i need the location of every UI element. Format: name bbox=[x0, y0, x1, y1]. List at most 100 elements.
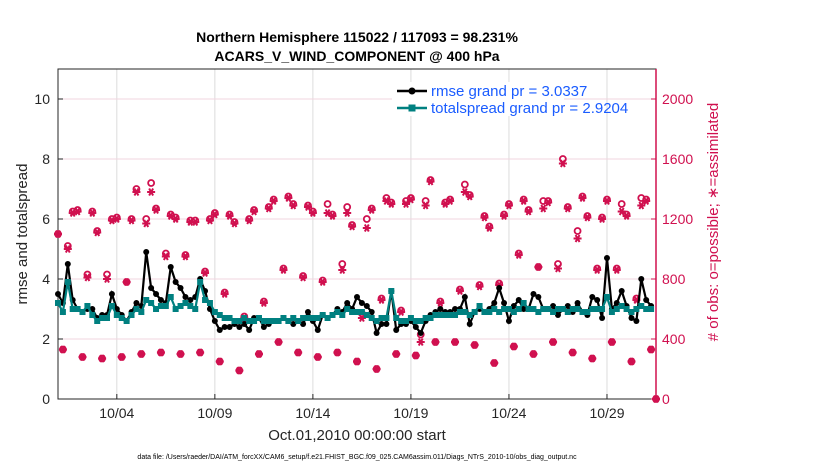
totalspread-marker bbox=[64, 279, 71, 285]
obs-assimilated-marker bbox=[245, 216, 254, 225]
legend: rmse grand pr = 3.0337 totalspread grand… bbox=[392, 82, 628, 117]
obs-possible-marker bbox=[338, 260, 347, 268]
obs-assimilated-marker bbox=[602, 197, 611, 205]
y-right-tick-label: 1600 bbox=[662, 151, 693, 167]
rmse-marker bbox=[505, 318, 512, 324]
obs-assimilated-marker bbox=[485, 224, 494, 232]
obs-assimilated-marker bbox=[451, 338, 460, 346]
obs-assimilated-marker bbox=[460, 188, 469, 196]
obs-assimilated-marker bbox=[348, 222, 357, 231]
totalspread-marker bbox=[236, 318, 243, 324]
rmse-marker bbox=[55, 291, 61, 297]
totalspread-marker bbox=[309, 315, 316, 321]
obs-assimilated-marker bbox=[132, 188, 141, 196]
totalspread-marker bbox=[143, 297, 150, 303]
obs-possible-marker bbox=[617, 200, 626, 208]
obs-assimilated-marker bbox=[421, 201, 430, 210]
totalspread-marker bbox=[79, 309, 86, 315]
totalspread-marker bbox=[275, 318, 282, 324]
rmse-marker bbox=[643, 297, 650, 303]
rmse-marker bbox=[290, 321, 297, 327]
rmse-marker bbox=[633, 318, 640, 324]
rmse-marker bbox=[613, 300, 620, 306]
obs-possible-marker bbox=[147, 179, 156, 187]
totalspread-marker bbox=[177, 303, 184, 309]
obs-assimilated-marker bbox=[446, 197, 455, 205]
rmse-marker bbox=[246, 327, 253, 333]
totalspread-marker bbox=[108, 303, 115, 309]
obs-assimilated-marker bbox=[63, 245, 72, 253]
rmse-marker bbox=[530, 291, 537, 297]
obs-series bbox=[54, 155, 660, 403]
legend-spread-marker bbox=[408, 104, 416, 112]
totalspread-marker bbox=[589, 306, 596, 312]
obs-assimilated-marker bbox=[303, 203, 312, 211]
totalspread-marker bbox=[501, 306, 508, 312]
totalspread-marker bbox=[206, 300, 213, 306]
obs-assimilated-marker bbox=[397, 308, 406, 316]
obs-assimilated-marker bbox=[568, 348, 577, 357]
totalspread-marker bbox=[520, 300, 527, 306]
totalspread-marker bbox=[422, 315, 429, 321]
totalspread-marker bbox=[99, 315, 106, 321]
obs-assimilated-marker bbox=[171, 215, 180, 223]
x-tick-label: 10/09 bbox=[197, 405, 232, 421]
totalspread-marker bbox=[452, 312, 459, 318]
totalspread-marker bbox=[393, 315, 400, 321]
y-tick-label: 10 bbox=[34, 91, 50, 107]
totalspread-marker bbox=[388, 288, 395, 294]
totalspread-marker bbox=[496, 309, 503, 315]
totalspread-marker bbox=[162, 303, 169, 309]
rmse-marker bbox=[157, 297, 164, 303]
totalspread-marker bbox=[290, 315, 297, 321]
rmse-marker bbox=[564, 303, 571, 309]
rmse-marker bbox=[304, 309, 311, 315]
totalspread-marker bbox=[118, 315, 125, 321]
totalspread-marker bbox=[412, 318, 419, 324]
rmse-marker bbox=[491, 300, 498, 306]
obs-assimilated-marker bbox=[83, 273, 92, 282]
totalspread-marker bbox=[94, 318, 101, 324]
obs-assimilated-marker bbox=[181, 252, 190, 261]
rmse-marker bbox=[373, 330, 380, 336]
y-right-tick-label: 1200 bbox=[662, 211, 693, 227]
obs-assimilated-marker bbox=[426, 177, 435, 186]
y-right-tick-label: 0 bbox=[662, 391, 670, 407]
obs-assimilated-marker bbox=[112, 215, 121, 223]
totalspread-marker bbox=[211, 309, 218, 315]
obs-assimilated-marker bbox=[205, 216, 214, 225]
obs-assimilated-marker bbox=[524, 207, 533, 216]
obs-assimilated-marker bbox=[210, 210, 219, 219]
totalspread-marker bbox=[339, 312, 346, 318]
obs-assimilated-marker bbox=[475, 282, 484, 291]
totalspread-marker bbox=[241, 315, 248, 321]
obs-assimilated-marker bbox=[299, 273, 308, 282]
obs-assimilated-marker bbox=[411, 351, 420, 360]
rmse-marker bbox=[148, 285, 155, 291]
totalspread-marker bbox=[304, 315, 311, 321]
obs-assimilated-marker bbox=[73, 207, 82, 216]
totalspread-marker bbox=[113, 312, 120, 318]
rmse-marker bbox=[177, 285, 184, 291]
rmse-marker bbox=[393, 327, 400, 333]
totalspread-marker bbox=[255, 315, 262, 321]
rmse-marker bbox=[412, 324, 419, 330]
y-tick-label: 6 bbox=[42, 211, 50, 227]
rmse-marker bbox=[241, 321, 248, 327]
obs-assimilated-marker bbox=[598, 215, 607, 223]
totalspread-marker bbox=[138, 309, 145, 315]
totalspread-marker bbox=[157, 303, 164, 309]
x-tick-label: 10/19 bbox=[393, 405, 428, 421]
totalspread-marker bbox=[628, 309, 635, 315]
totalspread-marker bbox=[314, 315, 321, 321]
totalspread-marker bbox=[442, 312, 449, 318]
obs-assimilated-marker bbox=[338, 266, 347, 274]
totalspread-marker bbox=[579, 309, 586, 315]
totalspread-marker bbox=[603, 294, 610, 300]
totalspread-marker bbox=[285, 318, 292, 324]
obs-assimilated-marker bbox=[406, 195, 415, 204]
obs-assimilated-marker bbox=[549, 338, 558, 346]
obs-assimilated-marker bbox=[230, 219, 239, 228]
rmse-marker bbox=[143, 249, 150, 255]
